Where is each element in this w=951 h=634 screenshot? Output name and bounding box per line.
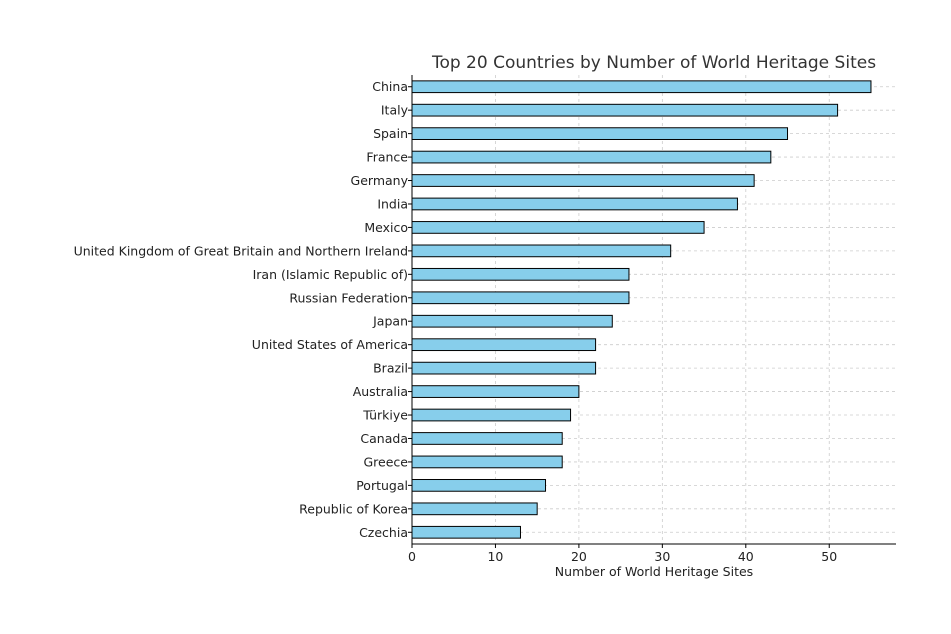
- bar-3: [411, 150, 772, 164]
- bar-4: [411, 174, 755, 187]
- y-tick-label-10: Japan: [372, 314, 408, 329]
- x-tick-label-3: 30: [654, 549, 670, 564]
- y-tick-label-16: Greece: [364, 454, 409, 469]
- bar-18: [411, 502, 538, 516]
- y-tick-label-12: Brazil: [373, 361, 408, 376]
- x-axis-label: Number of World Heritage Sites: [555, 564, 753, 579]
- y-tick-label-0: China: [372, 79, 408, 94]
- y-tick-labels: China Italy Spain France Germany India Mexico U…: [74, 79, 412, 540]
- y-tick-label-18: Republic of Korea: [299, 501, 408, 516]
- bar-7: [411, 244, 672, 258]
- y-tick-label-7: United Kingdom of Great Britain and Nort…: [74, 243, 408, 258]
- y-tick-label-9: Russian Federation: [289, 290, 408, 305]
- bar-8: [411, 267, 630, 281]
- y-tick-label-19: Czechia: [359, 525, 408, 540]
- bar-15: [411, 432, 563, 445]
- y-tick-label-14: Türkiye: [362, 408, 408, 423]
- x-tick-label-4: 40: [738, 549, 754, 564]
- bar-6: [411, 221, 705, 234]
- y-tick-label-2: Spain: [373, 126, 408, 141]
- bar-1: [411, 103, 839, 117]
- y-tick-label-6: Mexico: [364, 220, 408, 235]
- x-tick-labels: 0 10 20 30 40 50: [408, 544, 837, 564]
- y-tick-label-1: Italy: [381, 103, 409, 118]
- bar-19: [411, 525, 521, 539]
- bar-12: [411, 361, 597, 375]
- chart-title: Top 20 Countries by Number of World Heri…: [431, 53, 876, 73]
- x-tick-label-1: 10: [487, 549, 503, 564]
- bar-10: [411, 314, 613, 328]
- bar-2: [411, 127, 789, 140]
- bars: [411, 80, 872, 539]
- bar-9: [411, 291, 630, 305]
- y-tick-label-5: India: [377, 196, 408, 211]
- y-tick-label-17: Portugal: [356, 478, 408, 493]
- x-tick-label-5: 50: [821, 549, 837, 564]
- bar-17: [411, 479, 547, 492]
- y-tick-label-15: Canada: [360, 431, 408, 446]
- y-tick-label-13: Australia: [353, 384, 408, 399]
- bar-14: [411, 408, 572, 422]
- x-tick-label-2: 20: [571, 549, 587, 564]
- grid: [411, 75, 896, 544]
- axes: [411, 75, 896, 545]
- bar-16: [411, 455, 563, 469]
- y-tick-label-8: Iran (Islamic Republic of): [253, 267, 408, 282]
- bar-13: [411, 385, 580, 398]
- x-tick-label-0: 0: [408, 549, 416, 564]
- y-tick-label-4: Germany: [351, 173, 409, 188]
- bar-0: [411, 80, 872, 94]
- y-tick-label-3: France: [366, 150, 408, 165]
- y-tick-label-11: United States of America: [252, 337, 408, 352]
- bar-5: [411, 197, 738, 211]
- bar-11: [411, 338, 597, 352]
